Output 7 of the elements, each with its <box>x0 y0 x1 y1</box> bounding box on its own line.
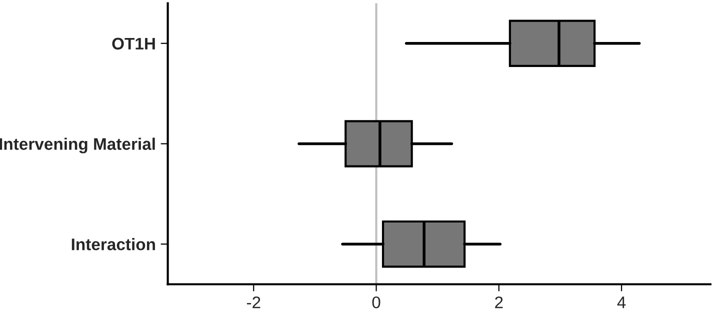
x-tick-label: 2 <box>495 296 503 308</box>
y-tick-label: Intervening Material <box>0 138 155 154</box>
x-tick-label: 0 <box>372 296 380 308</box>
y-tick-label: OT1H <box>112 38 155 50</box>
x-tick-label: 4 <box>617 296 626 308</box>
x-tick-label: -2 <box>246 296 260 308</box>
y-tick-label: Interaction <box>72 238 155 250</box>
